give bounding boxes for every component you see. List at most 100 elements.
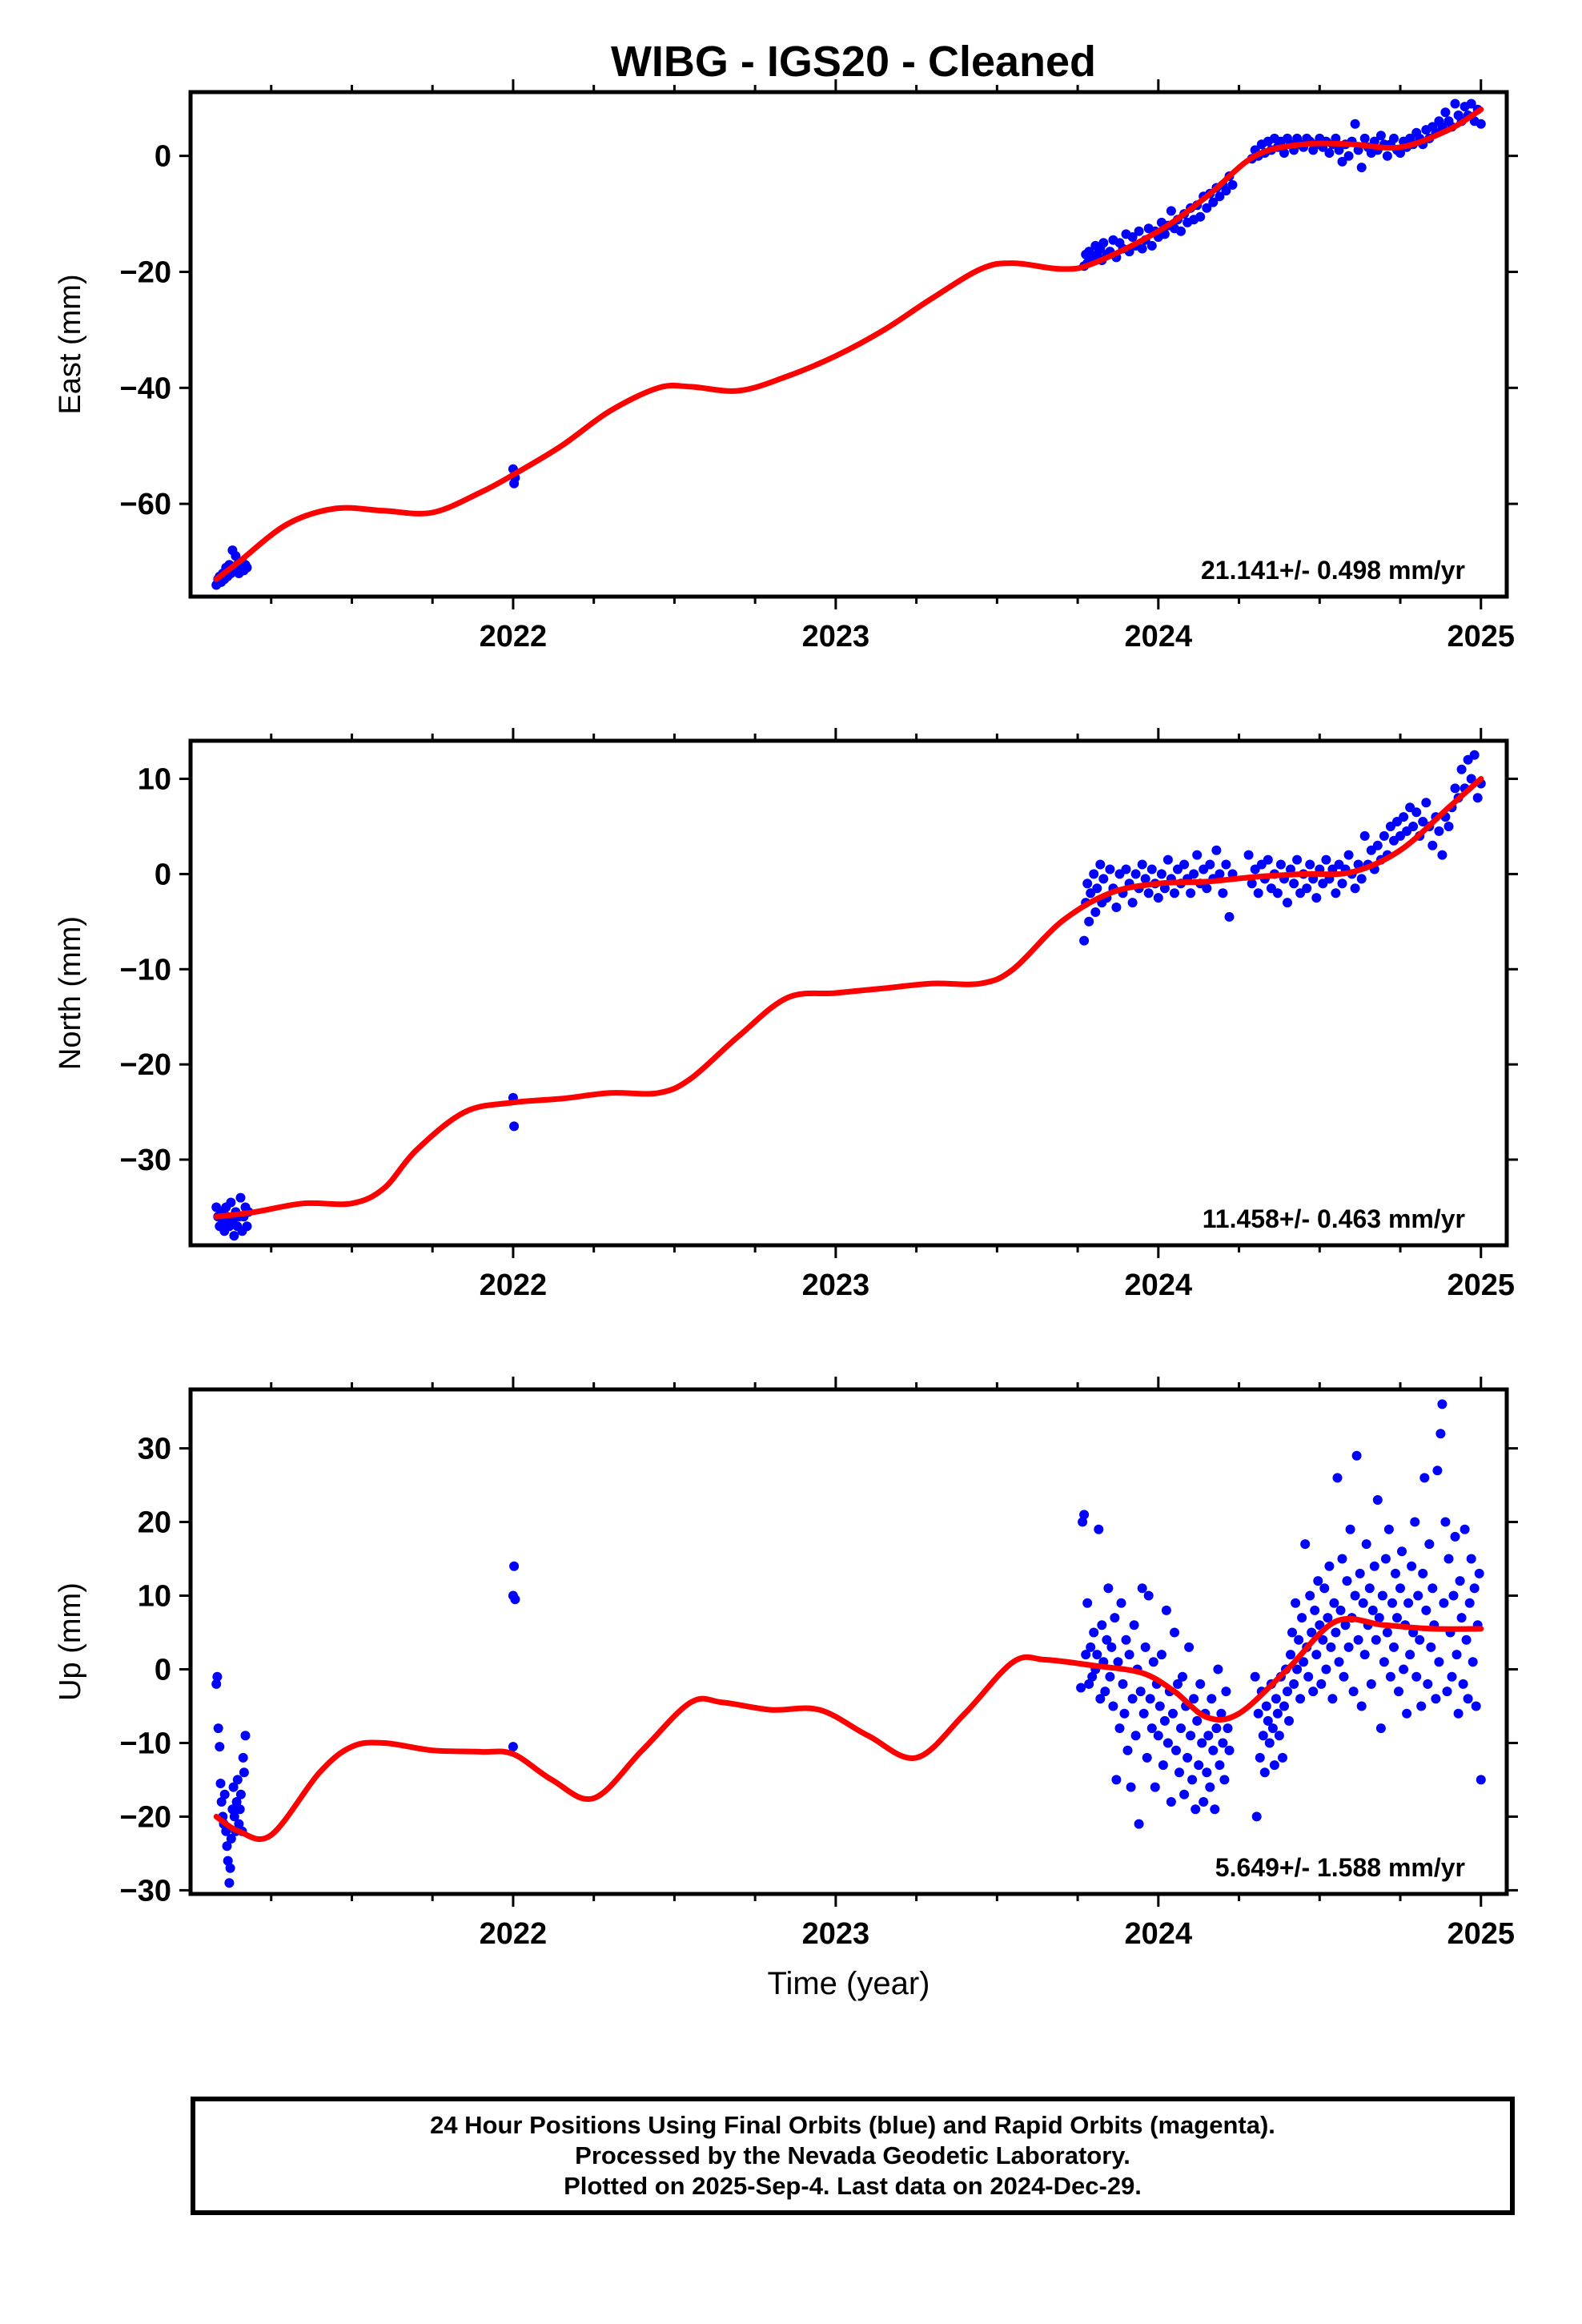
north-data-point — [1263, 854, 1273, 865]
north-data-point — [1202, 883, 1212, 894]
north-data-point — [1466, 774, 1476, 784]
up-data-point — [239, 1767, 249, 1778]
east-ytick-label: −40 — [120, 372, 171, 405]
up-data-point — [1264, 1738, 1275, 1748]
north-data-point — [1095, 859, 1106, 870]
north-data-point — [1205, 859, 1215, 870]
up-data-point — [234, 1819, 244, 1829]
up-data-point — [1335, 1605, 1346, 1615]
north-data-point — [1218, 888, 1228, 899]
up-data-point — [1118, 1679, 1128, 1689]
footer-line-2: Processed by the Nevada Geodetic Laborat… — [575, 2141, 1130, 2169]
up-data-point — [1300, 1539, 1311, 1550]
up-ytick-label: −30 — [120, 1874, 171, 1908]
up-data-point — [1297, 1613, 1307, 1623]
up-data-point — [225, 1863, 235, 1873]
east-data-point — [1208, 197, 1219, 207]
east-panel: 2022 2023 2024 2025 0 −20 −40 −60 East (mm) 21.14… — [54, 79, 1518, 653]
north-data-point — [1146, 864, 1157, 875]
up-data-point — [1418, 1568, 1428, 1578]
up-data-point — [1216, 1708, 1227, 1719]
east-data-point — [1334, 145, 1344, 155]
up-data-point — [1176, 1723, 1186, 1734]
north-data-point — [1121, 864, 1131, 875]
up-data-point — [1150, 1782, 1160, 1792]
north-ylabel: North (mm) — [54, 916, 87, 1070]
up-data-point — [1219, 1775, 1230, 1785]
up-data-point — [1192, 1715, 1203, 1726]
up-data-point — [1267, 1723, 1278, 1734]
footer-line-1: 24 Hour Positions Using Final Orbits (bl… — [430, 2111, 1275, 2139]
up-data-point — [1331, 1627, 1341, 1638]
up-data-point — [1453, 1708, 1464, 1719]
north-ytick-label: −30 — [120, 1144, 171, 1177]
north-data-point — [1090, 907, 1101, 917]
north-data-point — [1130, 869, 1141, 879]
up-data-point — [211, 1679, 222, 1689]
up-data-point — [1078, 1517, 1088, 1527]
up-data-point — [231, 1797, 242, 1807]
up-data-point — [1403, 1598, 1414, 1608]
north-data-point — [1437, 850, 1447, 860]
north-plot-area — [211, 750, 1486, 1241]
north-data-point — [1286, 864, 1295, 875]
east-xtick-label: 2022 — [480, 620, 548, 653]
north-data-point — [1192, 850, 1203, 860]
up-data-point — [1332, 1473, 1343, 1483]
east-data-point — [242, 562, 252, 573]
up-data-point — [1130, 1731, 1141, 1741]
up-data-point — [1079, 1510, 1090, 1520]
up-data-point — [509, 1561, 520, 1571]
up-data-point — [1399, 1664, 1409, 1675]
up-data-point — [1122, 1745, 1133, 1755]
up-data-point — [1318, 1634, 1328, 1645]
up-data-point — [1174, 1767, 1184, 1778]
up-data-point — [1410, 1517, 1420, 1527]
north-data-point — [1434, 826, 1444, 836]
north-data-point — [1140, 874, 1150, 884]
north-data-point — [1356, 874, 1367, 884]
up-data-point — [1194, 1760, 1204, 1771]
north-data-point — [1082, 879, 1093, 889]
east-data-point — [1382, 151, 1392, 161]
east-ytick-label: 0 — [155, 140, 171, 174]
up-data-point — [1423, 1679, 1433, 1689]
north-ytick-label: 0 — [155, 858, 171, 891]
up-data-point — [235, 1789, 246, 1799]
up-data-point — [508, 1742, 518, 1752]
up-data-point — [1153, 1731, 1163, 1741]
up-data-point — [1303, 1671, 1314, 1682]
east-data-point — [1356, 163, 1367, 173]
up-data-point — [1355, 1568, 1365, 1578]
up-data-point — [1466, 1554, 1476, 1564]
up-data-point — [1166, 1797, 1176, 1807]
up-data-point — [1334, 1657, 1344, 1667]
up-data-point — [1379, 1657, 1389, 1667]
up-data-point — [1106, 1642, 1117, 1652]
up-data-point — [1419, 1473, 1430, 1483]
up-data-point — [1367, 1605, 1378, 1615]
north-data-point — [1162, 854, 1173, 865]
north-data-point — [1408, 822, 1419, 831]
up-data-point — [1162, 1738, 1173, 1748]
up-data-point — [1184, 1642, 1195, 1652]
up-data-point — [1137, 1583, 1147, 1594]
up-data-point — [1413, 1590, 1423, 1601]
north-data-point — [1272, 888, 1283, 899]
north-data-point — [1275, 859, 1286, 870]
up-data-point — [1119, 1708, 1130, 1719]
up-data-point — [1284, 1715, 1294, 1726]
up-data-point — [1392, 1613, 1402, 1623]
up-data-point — [1140, 1642, 1150, 1652]
east-data-point — [1350, 119, 1360, 129]
east-data-point — [1137, 243, 1147, 254]
up-data-point — [1108, 1701, 1118, 1711]
up-data-point — [1113, 1657, 1123, 1667]
up-data-point — [1202, 1767, 1212, 1778]
up-data-point — [1224, 1745, 1235, 1755]
north-ytick-label: 10 — [138, 763, 171, 797]
north-xtick-label: 2024 — [1125, 1269, 1193, 1302]
up-data-point — [1094, 1524, 1104, 1534]
north-data-point — [1186, 888, 1196, 899]
up-data-point — [1195, 1679, 1206, 1689]
